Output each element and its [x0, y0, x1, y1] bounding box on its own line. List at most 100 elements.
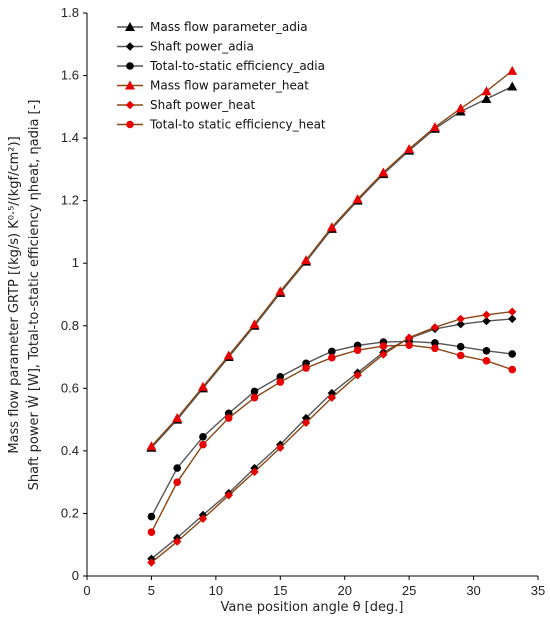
data-point: [224, 491, 233, 500]
data-point: [481, 94, 492, 104]
y-tick-label: 0.6: [61, 380, 79, 395]
data-point: [224, 414, 233, 422]
legend-item: Mass flow parameter_adia: [117, 20, 308, 34]
x-tick-label: 35: [531, 583, 545, 598]
legend-item: Total-to-static efficiency_adia: [117, 59, 325, 73]
data-point: [482, 316, 491, 326]
legend-label: Total-to static efficiency_heat: [149, 118, 326, 132]
x-tick-label: 0: [83, 583, 90, 598]
data-point: [352, 194, 363, 204]
legend-marker: [125, 42, 135, 51]
data-point: [276, 443, 285, 452]
legend-marker: [126, 120, 134, 129]
legend-item: Shaft power_heat: [117, 98, 256, 112]
data-point: [301, 418, 311, 427]
series-4: [146, 65, 518, 451]
data-point: [405, 341, 413, 349]
data-point: [328, 353, 336, 362]
data-point: [327, 393, 337, 402]
legend-label: Shaft power_adia: [150, 40, 254, 54]
series-5: [147, 307, 517, 567]
data-point: [302, 364, 310, 372]
data-point: [326, 222, 337, 232]
data-point: [353, 370, 362, 380]
legend-label: Total-to-static efficiency_adia: [149, 59, 325, 73]
data-point: [301, 255, 312, 265]
y-axis-label-primary: Mass flow parameter GRTP [(kg/s) K⁰·⁵/(k…: [7, 136, 22, 453]
data-point: [328, 347, 336, 356]
y-ticks: 0 0.2 0.4 0.6 0.8 1 1.2 1.4 1.6 1.8: [61, 5, 87, 583]
data-point: [482, 357, 491, 365]
data-point: [146, 441, 157, 451]
data-point: [275, 286, 286, 296]
data-point: [147, 512, 156, 521]
data-point: [455, 103, 466, 113]
x-tick-label: 5: [148, 583, 155, 598]
data-point: [379, 342, 388, 350]
legend-label: Shaft power_heat: [150, 98, 256, 112]
x-tick-label: 30: [466, 583, 480, 598]
series-layer: [146, 65, 518, 567]
legend-item: Mass flow parameter_heat: [117, 79, 309, 93]
x-ticks: 0 5 10 15 20 25 30 35: [83, 576, 545, 598]
data-point: [508, 365, 517, 374]
legend-marker: [125, 80, 135, 90]
data-point: [431, 339, 439, 347]
data-point: [482, 347, 491, 355]
data-point: [250, 387, 259, 396]
data-point: [249, 319, 260, 329]
legend-label: Mass flow parameter_heat: [150, 79, 309, 93]
data-point: [223, 350, 234, 360]
x-tick-label: 25: [402, 583, 416, 598]
data-point: [147, 558, 156, 567]
data-point: [508, 350, 517, 358]
data-point: [430, 323, 440, 332]
series-3: [147, 337, 517, 521]
x-axis-label: Vane position angle θ [deg.]: [221, 600, 404, 615]
y-tick-label: 1.2: [61, 193, 79, 208]
y-tick-label: 1.6: [61, 68, 79, 83]
data-point: [507, 81, 518, 91]
legend-item: Shaft power_adia: [117, 40, 254, 54]
y-tick-label: 0.8: [61, 318, 79, 333]
data-point: [353, 346, 362, 354]
data-point: [197, 381, 208, 391]
legend-marker: [126, 62, 134, 70]
data-point: [198, 514, 208, 523]
data-point: [173, 478, 181, 486]
data-point: [378, 167, 389, 177]
data-point: [276, 372, 285, 381]
data-point: [404, 333, 414, 342]
legend-label: Mass flow parameter_adia: [150, 20, 308, 34]
data-point: [507, 65, 518, 75]
data-point: [173, 537, 182, 546]
data-point: [379, 350, 388, 359]
y-tick-label: 1: [72, 255, 79, 270]
y-axis-label-secondary: Shaft power Ẇ [W], Total-to-static effic…: [26, 100, 42, 491]
legend-item: Total-to static efficiency_heat: [117, 118, 326, 132]
legend-marker: [125, 100, 135, 110]
data-point: [456, 320, 465, 329]
data-point: [276, 378, 285, 386]
data-point: [404, 144, 415, 154]
data-point: [173, 464, 181, 472]
data-point: [147, 528, 156, 537]
data-point: [482, 310, 491, 320]
data-point: [250, 467, 259, 477]
data-point: [431, 344, 439, 353]
data-point: [456, 314, 465, 324]
data-point: [508, 314, 517, 324]
y-tick-label: 0: [72, 568, 79, 583]
data-point: [429, 122, 440, 132]
x-tick-label: 15: [273, 583, 287, 598]
data-point: [508, 307, 517, 316]
y-tick-label: 1.4: [61, 130, 79, 145]
series-6: [147, 341, 517, 537]
data-point: [456, 351, 465, 360]
data-point: [199, 440, 207, 449]
legend: Mass flow parameter_adia Shaft power_adia…: [117, 20, 326, 132]
data-point: [172, 413, 183, 423]
x-tick-label: 10: [209, 583, 223, 598]
x-tick-label: 20: [337, 583, 351, 598]
